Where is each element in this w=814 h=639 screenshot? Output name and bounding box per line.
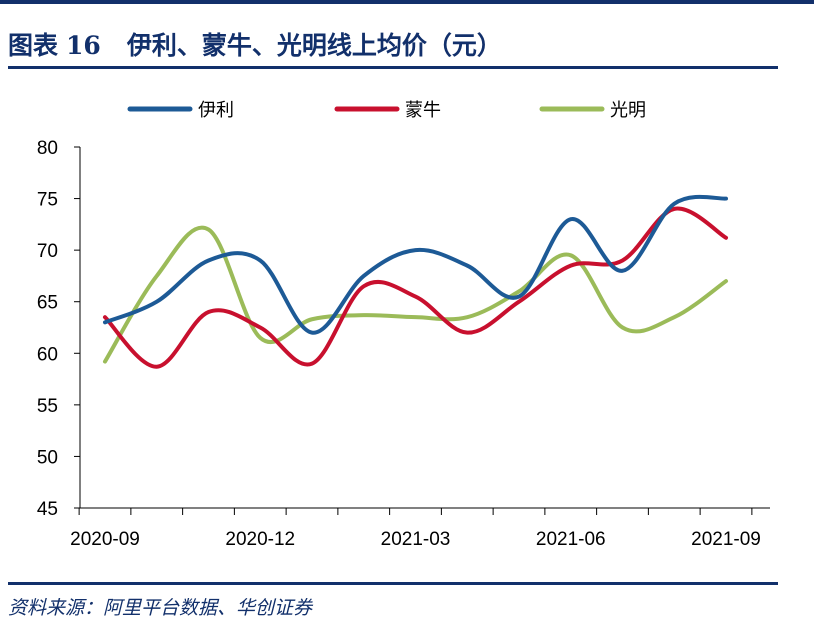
x-tick-label: 2020-12 — [225, 529, 295, 550]
x-tick-label: 2021-03 — [381, 529, 451, 550]
series-line-guangming — [103, 225, 728, 364]
chart-series — [103, 194, 728, 369]
legend-label-yili: 伊利 — [198, 100, 234, 121]
bottom-rule — [8, 582, 778, 585]
line-chart: 80 75 70 65 60 55 50 45 2020-09 2020-12 2021-03 202… — [37, 100, 770, 550]
y-tick-label: 80 — [37, 138, 58, 159]
y-tick-label: 75 — [37, 190, 58, 211]
y-tick-label: 50 — [37, 447, 58, 468]
figure-number: 16 — [66, 31, 101, 60]
y-tick-label: 45 — [37, 499, 58, 520]
y-tick-label: 55 — [37, 396, 58, 417]
y-tick-label: 70 — [37, 241, 58, 262]
legend-label-mengniu: 蒙牛 — [405, 100, 441, 121]
figure-label: 图表 — [8, 31, 59, 60]
series-line-mengniu — [103, 206, 728, 369]
chart-title: 伊利、蒙牛、光明线上均价（元） — [126, 31, 502, 60]
y-tick-label: 60 — [37, 344, 58, 365]
title-rule — [8, 66, 778, 69]
top-rule — [0, 0, 814, 4]
legend-label-guangming: 光明 — [610, 100, 646, 121]
series-line-yili — [103, 194, 728, 335]
y-tick-label: 65 — [37, 293, 58, 314]
x-tick-label: 2020-09 — [70, 529, 140, 550]
x-tick-label: 2021-06 — [536, 529, 606, 550]
x-tick-label: 2021-09 — [691, 529, 761, 550]
figure-title: 图表 16 伊利、蒙牛、光明线上均价（元） — [8, 26, 502, 62]
source-note: 资料来源：阿里平台数据、华创证券 — [8, 597, 313, 619]
chart-axes: 80 75 70 65 60 55 50 45 2020-09 2020-12 2021-03 202… — [37, 138, 770, 550]
chart-legend: 伊利 蒙牛 光明 — [127, 100, 646, 121]
